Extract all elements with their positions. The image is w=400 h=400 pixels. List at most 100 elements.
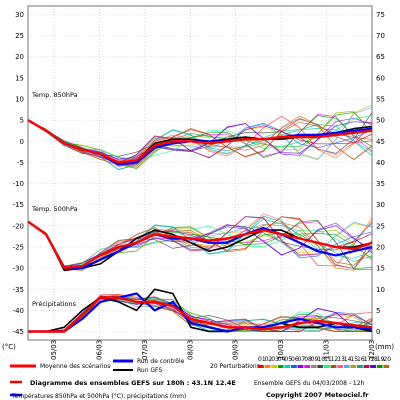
plot-area-frame (27, 5, 373, 341)
y-tick-right: 65 (376, 53, 385, 61)
perturbation-swatch (284, 365, 291, 368)
panel-labels: Temp. 850hPa Temp. 500hPa Précipitations (31, 91, 78, 308)
y-tick-right: 75 (376, 11, 385, 19)
perturbation-id: 13 (337, 356, 345, 363)
panel-label: Précipitations (32, 300, 77, 308)
perturbation-id: 19 (377, 356, 385, 363)
perturbation-id: 05 (284, 356, 292, 363)
y-tick-right: 70 (376, 32, 385, 40)
perturbation-id: 15 (350, 356, 358, 363)
perturbation-id: 14 (344, 356, 352, 363)
perturbation-swatch (324, 365, 330, 368)
perturbation-swatch (271, 365, 277, 368)
perturbation-id: 02 (265, 356, 273, 363)
perturbation-swatch (304, 365, 310, 368)
y-tick-left: -35 (13, 286, 24, 294)
legend-gfs-label: Run GFS (137, 367, 162, 374)
perturbation-swatch (357, 365, 363, 368)
perturbation-line (27, 221, 373, 267)
perturbation-swatch (350, 365, 357, 368)
y-tick-right: 20 (376, 243, 385, 251)
y-tick-left: -45 (13, 328, 24, 336)
panel-label: Temp. 500hPa (31, 205, 78, 213)
perturbation-id: 03 (271, 356, 279, 363)
y-tick-right: 10 (376, 286, 385, 294)
x-tick-label: 12/03 (368, 340, 376, 360)
y-tick-right: 50 (376, 117, 385, 125)
perturbation-swatch (383, 365, 390, 368)
y-tick-right: 35 (376, 180, 385, 188)
y-tick-right: 30 (376, 201, 385, 209)
y-tick-left: -15 (13, 201, 24, 209)
perturbation-swatch (317, 365, 324, 368)
main-series (27, 119, 373, 333)
perturbation-id: 06 (291, 356, 299, 363)
y-tick-left: -30 (13, 265, 24, 273)
perturbation-id: 12 (331, 356, 339, 363)
copyright: Copyright 2007 Meteociel.fr (266, 391, 369, 399)
perturbation-id: 01 (258, 356, 266, 363)
y-tick-left: 30 (15, 11, 24, 19)
y-tick-left: -5 (17, 159, 24, 167)
perturbation-swatch (376, 365, 383, 368)
y-tick-right: 5 (376, 307, 380, 315)
chart-title: Diagramme des ensembles GEFS sur 180h : … (30, 379, 236, 387)
perturbation-id: 11 (324, 356, 332, 363)
mean-line (27, 119, 373, 164)
y-tick-left: 25 (15, 32, 24, 40)
perturbation-line (27, 221, 373, 267)
perturbation-swatch (343, 365, 350, 368)
chart-subtitle: Températures 850hPa et 500hPa (°C), préc… (11, 393, 186, 400)
y-tick-right: 0 (376, 328, 380, 336)
perturbation-id: 08 (304, 356, 312, 363)
x-tick-label: 06/03 (95, 340, 103, 360)
perturbation-swatch (337, 365, 343, 368)
left-unit-label: (°C) (2, 343, 16, 351)
perturbation-swatch (363, 365, 370, 368)
legend-mean-label: Moyenne des scénarios (40, 363, 110, 370)
legend-perturbations-label: 20 Perturbations (210, 363, 260, 370)
perturbation-line (27, 221, 373, 268)
run-info: Ensemble GEFS du 04/03/2008 - 12h (254, 380, 365, 387)
mean-line (27, 220, 373, 270)
y-tick-right: 40 (376, 159, 385, 167)
perturbation-swatch (310, 365, 317, 368)
perturbation-swatch (277, 365, 284, 368)
perturbation-id: 07 (298, 356, 306, 363)
y-tick-left: -40 (13, 307, 24, 315)
panel-label: Temp. 850hPa (31, 91, 78, 99)
mean-line (28, 296, 373, 333)
perturbation-line (28, 295, 373, 332)
perturbation-swatch (370, 365, 376, 368)
x-tick-label: 08/03 (186, 340, 194, 360)
perturbation-id: 16 (357, 356, 365, 363)
perturbation-id: 09 (311, 356, 319, 363)
y-tick-right: 45 (376, 138, 385, 146)
y-tick-right: 55 (376, 96, 385, 104)
y-tick-left: 10 (15, 96, 24, 104)
perturbation-swatch (258, 365, 264, 368)
perturbation-swatch (297, 365, 304, 368)
perturbation-id: 20 (383, 356, 391, 363)
perturbation-line (27, 115, 373, 166)
y-tick-right: 25 (376, 222, 385, 230)
perturbation-line (27, 119, 373, 164)
x-tick-label: 10/03 (277, 340, 285, 360)
y-tick-left: -20 (13, 222, 24, 230)
perturbation-id: 10 (317, 356, 325, 363)
y-tick-right: 60 (376, 74, 385, 82)
y-tick-left: -25 (13, 243, 24, 251)
y-tick-right: 15 (376, 265, 385, 273)
plot-frame (27, 5, 373, 341)
y-tick-left: 15 (15, 74, 24, 82)
legend-control-label: Run de contrôle (137, 358, 185, 365)
x-tick-label: 09/03 (232, 340, 240, 360)
y-tick-left: -10 (13, 180, 24, 188)
gfs-line (28, 288, 373, 333)
x-tick-label: 11/03 (323, 340, 331, 360)
x-tick-label: 07/03 (141, 340, 149, 360)
